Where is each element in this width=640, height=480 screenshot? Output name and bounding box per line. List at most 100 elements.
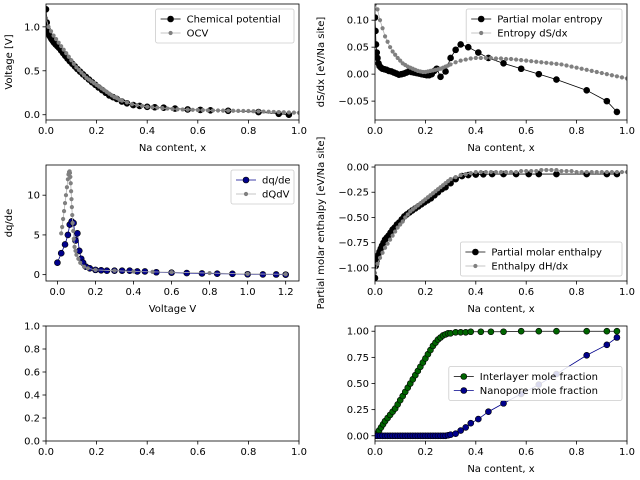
data-point-enthalpy-dh-dx [508,169,514,175]
x-tick-label: 0.4 [468,447,484,458]
plot-area [375,4,627,116]
data-point-enthalpy-dh-dx [519,168,524,174]
data-point-dq-de [74,230,81,237]
data-point-partial-molar-entropy [437,73,444,81]
data-point-enthalpy-dh-dx [395,225,400,230]
data-point-partial-molar-entropy [375,54,381,62]
data-point-interlayer-mole-fraction [553,327,560,335]
data-point-entropy-ds-dx [564,63,569,68]
x-tick-label: 0.6 [518,287,534,298]
x-tick-label: 0.8 [569,447,585,458]
data-point-interlayer-mole-fraction [467,328,475,336]
x-axis-label: Na content, x [467,304,534,315]
data-point-entropy-ds-dx [619,75,625,80]
data-point-dqdv [61,208,67,214]
data-point-partial-molar-entropy [535,70,543,78]
legend-label: Partial molar enthalpy [491,248,602,259]
data-point-entropy-ds-dx [395,55,400,61]
data-point-ocv [221,108,226,113]
data-point-dq-de [57,249,65,257]
panel-6: 0.0 0.2 0.4 0.6 0.8 1.0 0.00 0.25 0.50 0.75 1.00 Na… [347,325,635,475]
plot-area [375,167,627,281]
data-point-entropy-ds-dx [388,45,393,50]
data-point-dqdv [69,205,74,210]
y-tick-label: 0.4 [24,391,40,402]
data-point-enthalpy-dh-dx [599,169,604,175]
data-point-enthalpy-dh-dx [488,169,494,175]
x-tick-label: 0.4 [139,126,155,137]
data-point-entropy-ds-dx [503,56,509,62]
data-point-partial-molar-entropy [375,27,379,35]
data-point-entropy-ds-dx [609,73,614,78]
data-point-dqdv [68,174,73,180]
x-tick-label: 1.0 [619,126,635,137]
plot-area [375,327,621,440]
data-point-ocv [296,110,299,115]
data-point-dqdv [67,170,73,176]
data-point-entropy-ds-dx [519,58,524,63]
data-point-enthalpy-dh-dx [498,169,504,175]
panel-1: 0.0 0.2 0.4 0.6 0.8 1.0 0.0 0.5 1.0 Na content, x… [4,3,307,154]
data-point-enthalpy-dh-dx [393,229,398,234]
x-tick-label: 0.6 [518,447,534,458]
data-point-dqdv [63,193,69,198]
y-tick-label: 0.0 [24,110,40,121]
data-point-dqdv [70,212,75,218]
data-point-ocv [46,24,51,29]
data-point-ocv [215,108,221,113]
data-point-nanopore-mole-fraction [500,400,507,407]
data-point-enthalpy-dh-dx [468,170,473,176]
data-point-dqdv [59,231,64,236]
panel-5: 0.0 0.2 0.4 0.6 0.8 1.0 0.0 0.2 0.4 0.6 0.8 1.0 [24,322,307,459]
data-point-entropy-ds-dx [448,62,453,67]
data-point-entropy-ds-dx [488,55,494,61]
data-point-dqdv [78,260,83,265]
x-tick-label: 0.4 [139,447,155,458]
y-tick-label: 1.00 [347,327,369,338]
data-point-entropy-ds-dx [604,72,609,77]
data-point-nanopore-mole-fraction [603,341,611,349]
data-point-enthalpy-dh-dx [448,177,453,182]
x-tick-label: 0.2 [88,287,104,298]
data-point-partial-molar-entropy [603,97,611,105]
x-tick-label: 0.0 [367,447,383,458]
data-point-enthalpy-dh-dx [463,171,468,177]
data-point-dq-de [64,231,72,239]
plot-area [54,169,289,278]
legend-label: dq/de [262,176,291,187]
data-point-dqdv [65,177,70,182]
data-point-entropy-ds-dx [554,61,559,66]
data-point-enthalpy-dh-dx [604,169,609,175]
legend-marker [243,191,249,197]
data-point-dqdv [60,224,65,230]
data-point-dqdv [62,201,68,206]
legend-marker [473,263,478,269]
data-point-entropy-ds-dx [549,61,554,66]
axes-frame [45,3,300,121]
data-point-ocv [210,108,216,113]
data-point-ocv [266,109,271,114]
data-point-entropy-ds-dx [539,60,544,65]
data-point-entropy-ds-dx [569,64,574,69]
y-tick-label: 0.25 [347,405,369,416]
legend: Interlayer mole fraction Nanopore mole fr… [448,366,623,401]
y-tick-label: 0 [34,270,40,281]
data-point-enthalpy-dh-dx [549,167,554,173]
data-point-ocv [81,73,87,78]
y-axis-label: dq/de [4,209,15,238]
data-point-interlayer-mole-fraction [477,328,485,336]
data-point-enthalpy-dh-dx [493,169,499,175]
data-point-dqdv [112,268,117,273]
x-axis-label: Na content, x [467,464,534,475]
data-point-entropy-ds-dx [478,55,483,61]
data-point-dq-de [213,270,221,277]
data-point-partial-molar-entropy [464,43,472,51]
data-point-ocv [241,108,246,114]
legend-label: OCV [187,29,209,40]
x-tick-label: 0.2 [417,126,433,137]
x-tick-label: 0.2 [89,447,105,458]
data-point-entropy-ds-dx [589,68,594,74]
y-tick-label: −1.00 [338,263,369,274]
data-point-enthalpy-dh-dx [534,168,539,174]
